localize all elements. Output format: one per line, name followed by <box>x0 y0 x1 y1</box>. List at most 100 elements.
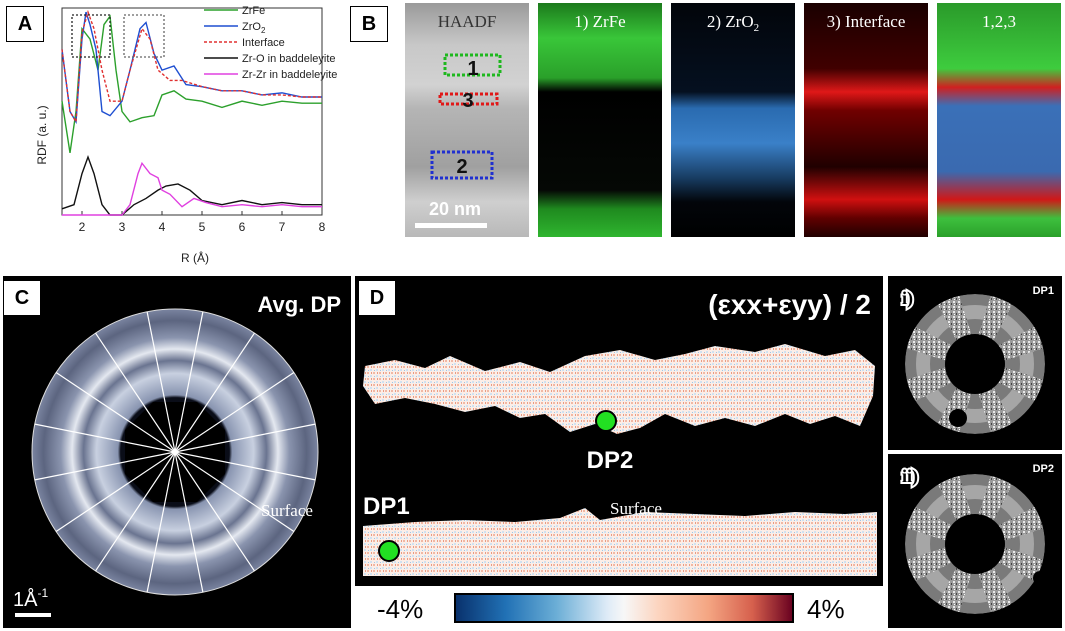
inset-speckle-sector <box>902 504 954 542</box>
rdf-series-zrfe <box>61 14 322 154</box>
inset-speckle-sector <box>996 366 1048 404</box>
legend-label: Interface <box>242 37 285 49</box>
panel-label-c: C <box>3 280 41 316</box>
dp2-marker[interactable] <box>595 410 617 432</box>
dp-scalebar <box>15 613 51 617</box>
colorbar-max: 4% <box>807 594 845 624</box>
inset-ii-tag: DP2 <box>1033 463 1054 475</box>
tile-label-interface: 3) Interface <box>827 12 906 31</box>
strain-surface-label: Surface <box>610 499 662 518</box>
inset-speckle-sector <box>935 291 973 343</box>
dp1-label: DP1 <box>363 493 410 520</box>
inset-speckle-sector <box>977 385 1015 437</box>
dp-surface-label: Surface <box>261 501 313 520</box>
rdf-xtick-label: 7 <box>279 220 286 234</box>
dp-spoke <box>95 451 176 572</box>
zro2-tile <box>671 3 795 237</box>
legend-label: ZrO2 <box>242 21 266 35</box>
inset-ii-pattern <box>902 471 1048 617</box>
peak-box-1 <box>71 14 111 58</box>
dp-scale-label: 1Å-1 <box>13 586 48 611</box>
inset-speckle-sector <box>902 366 954 404</box>
dp-spoke <box>55 372 176 453</box>
dp-spoke <box>174 451 316 481</box>
dp2-label: DP2 <box>587 447 634 474</box>
inset-speckle-sector <box>996 504 1048 542</box>
region-label-2: 2 <box>456 156 467 178</box>
dp-spoke <box>174 332 255 453</box>
rdf-series-interface <box>61 9 322 125</box>
rdf-xtick-label: 8 <box>319 220 326 234</box>
strain-title: (εxx+εyy) / 2 <box>708 289 871 320</box>
region-box-3 <box>438 92 499 106</box>
inset-i-roman: i) <box>902 288 913 309</box>
tile-label-overlay: 1,2,3 <box>982 12 1016 31</box>
inset-speckle-sector <box>977 471 1015 523</box>
tile-label-haadf: HAADF <box>438 12 497 31</box>
inset-speckle-sector <box>935 471 973 523</box>
inset-speckle-sector <box>902 324 954 362</box>
rdf-xtick-label: 4 <box>159 220 166 234</box>
panel-label-b: B <box>350 6 388 42</box>
rdf-xtick-label: 2 <box>79 220 86 234</box>
avg-dp: Avg. DP Surface 1Å-1 <box>3 276 351 628</box>
rdf-ylabel: RDF (a. u.) <box>35 105 49 164</box>
inset-speckle-sector <box>977 565 1015 617</box>
rdf-xtick-label: 6 <box>239 220 246 234</box>
dp-spoke <box>146 451 176 593</box>
dp-title: Avg. DP <box>257 292 341 317</box>
strain-map: DP2 DP1 Surface (εxx+εyy) / 2 -4% 4% <box>355 276 883 628</box>
zrfe-tile <box>538 3 662 237</box>
colorbar <box>454 593 794 623</box>
dp-insets: i) DP1 ii) DP2 <box>888 276 1062 628</box>
scalebar-label: 20 nm <box>429 199 481 219</box>
inset-speckle-sector <box>902 546 954 584</box>
strain-upper-band <box>363 344 875 434</box>
inset-speckle-sector <box>977 291 1015 343</box>
tile-label-zrfe: 1) ZrFe <box>574 12 625 31</box>
scalebar <box>415 223 487 228</box>
region-box-1 <box>443 53 502 77</box>
rdf-plot-frame <box>61 7 323 216</box>
panel-label-a: A <box>6 6 44 42</box>
inset-i-hole <box>949 409 967 427</box>
rdf-chart: 2 3 4 5 6 7 8 RDF (a. u.) R (Å) ZrFe ZrO2 Interf… <box>35 5 337 265</box>
panel-label-d: D <box>358 280 396 316</box>
tile-label-zro2: 2) ZrO2 <box>707 12 759 34</box>
dp-spoke <box>34 451 176 481</box>
peak-box-2 <box>123 14 165 58</box>
region-label-3: 3 <box>462 90 473 112</box>
rdf-xlabel: R (Å) <box>181 250 209 265</box>
inset-ii-hole <box>1033 571 1047 585</box>
dp-spoke <box>174 311 204 453</box>
rdf-xtick-label: 5 <box>199 220 206 234</box>
stem-maps: HAADF 1) ZrFe 2) ZrO2 3) Interface 1,2,3… <box>405 3 1061 237</box>
inset-i-tag: DP1 <box>1033 285 1054 297</box>
region-label-1: 1 <box>467 58 478 80</box>
legend-label: Zr-O in baddeleyite <box>242 53 336 65</box>
dp-spoke <box>174 372 295 453</box>
dp-spoke <box>174 423 316 453</box>
region-box-2 <box>430 150 494 180</box>
dp-spoke <box>95 332 176 453</box>
inset-i-pattern <box>902 291 1048 437</box>
dp-spoke <box>34 423 176 453</box>
overlay-tile <box>937 3 1061 237</box>
inset-speckle-sector <box>935 565 973 617</box>
dp1-marker[interactable] <box>378 540 400 562</box>
dp-spoke <box>174 451 204 593</box>
inset-speckle-sector <box>996 324 1048 362</box>
inset-ii-roman: ii) <box>902 466 918 487</box>
strain-lower-band <box>363 508 877 576</box>
dp-spoke <box>146 311 176 453</box>
colorbar-min: -4% <box>377 594 423 624</box>
dp-spoke <box>174 451 295 532</box>
legend-label: Zr-Zr in baddeleyite <box>242 69 337 81</box>
rdf-series-zr-zr-in-baddeleyite <box>62 161 322 216</box>
dp-spoke <box>55 451 176 532</box>
legend-label: ZrFe <box>242 5 265 17</box>
rdf-xtick-label: 3 <box>119 220 126 234</box>
haadf-tile <box>405 3 529 237</box>
rdf-series-zr-o-in-baddeleyite <box>61 154 322 216</box>
interface-tile <box>804 3 928 237</box>
